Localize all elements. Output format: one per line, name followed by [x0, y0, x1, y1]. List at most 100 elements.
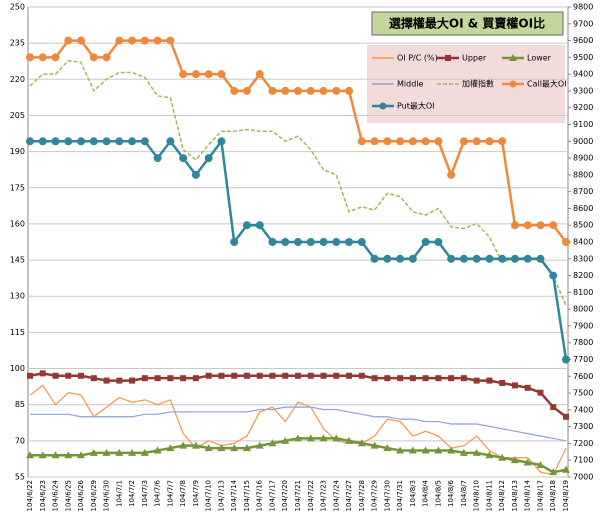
x-tick-label: 104/7/22	[307, 480, 315, 511]
data-point	[357, 439, 366, 447]
data-point	[346, 372, 353, 379]
y2-tick-label: 9400	[573, 70, 593, 79]
data-point	[64, 137, 73, 146]
data-point	[448, 375, 455, 382]
data-point	[217, 444, 226, 452]
x-tick-label: 104/8/10	[473, 480, 481, 511]
data-point	[294, 434, 302, 442]
y-tick-label: 85	[15, 400, 25, 409]
y2-tick-label: 9000	[573, 137, 593, 146]
y2-tick-label: 8000	[573, 305, 593, 314]
legend-label: 加權指數	[462, 79, 494, 89]
data-point	[281, 86, 290, 95]
y2-tick-label: 7000	[573, 473, 593, 482]
data-point	[256, 372, 263, 379]
x-tick-label: 104/7/29	[371, 480, 379, 511]
y-tick-label: 190	[10, 147, 25, 156]
data-point	[397, 375, 404, 382]
data-point	[39, 370, 46, 377]
x-tick-label: 104/7/30	[383, 480, 391, 511]
data-point	[319, 238, 328, 246]
x-tick-label: 104/7/20	[281, 480, 289, 511]
data-point	[396, 137, 405, 146]
x-tick-label: 104/7/14	[230, 479, 238, 511]
data-point	[345, 436, 354, 444]
data-point	[242, 444, 251, 452]
y-tick-label: 130	[10, 292, 25, 301]
x-tick-label: 104/6/26	[77, 479, 85, 511]
data-point	[306, 238, 315, 246]
data-point	[459, 137, 468, 146]
data-point	[498, 137, 507, 146]
data-point	[115, 137, 124, 146]
data-point	[205, 372, 212, 379]
y-tick-label: 235	[10, 39, 25, 48]
data-point	[485, 451, 494, 459]
x-tick-label: 104/7/7	[166, 480, 174, 507]
data-point	[333, 372, 340, 379]
data-point	[77, 36, 86, 45]
data-point	[319, 86, 328, 95]
data-point	[179, 70, 188, 79]
data-point	[52, 372, 59, 379]
data-point	[153, 446, 162, 454]
data-point	[383, 444, 392, 452]
data-point	[26, 53, 34, 62]
data-point	[282, 372, 289, 379]
data-point	[345, 86, 354, 95]
x-tick-label: 104/6/30	[103, 480, 111, 511]
data-point	[191, 441, 200, 449]
legend-label: Upper	[462, 54, 487, 63]
x-tick-label: 104/7/2	[128, 480, 136, 507]
data-point	[192, 375, 199, 382]
x-tick-label: 104/7/9	[192, 480, 200, 507]
data-point	[435, 375, 442, 382]
chart-title: 選擇權最大OI & 買賣權OI比	[389, 16, 545, 31]
legend-marker	[445, 55, 451, 61]
data-point	[230, 444, 239, 452]
data-point	[459, 254, 468, 263]
data-point	[537, 389, 544, 396]
data-point	[38, 137, 47, 146]
y2-tick-label: 9800	[573, 3, 593, 12]
data-point	[562, 465, 570, 473]
data-point	[421, 238, 430, 246]
x-tick-label: 104/7/23	[320, 480, 328, 511]
data-point	[536, 221, 545, 230]
data-point	[191, 170, 200, 179]
data-point	[332, 238, 341, 246]
data-point	[498, 254, 507, 263]
x-tick-label: 104/7/16	[256, 479, 264, 511]
data-point	[434, 238, 443, 246]
y2-tick-label: 8200	[573, 271, 593, 280]
data-point	[485, 254, 494, 263]
data-point	[115, 448, 124, 456]
legend-label: OI P/C (%)	[397, 54, 438, 63]
data-point	[358, 372, 365, 379]
data-point	[89, 53, 98, 62]
data-point	[129, 377, 136, 384]
data-point	[166, 36, 175, 45]
y2-tick-label: 8300	[573, 254, 593, 263]
data-point	[166, 444, 175, 452]
y-tick-label: 220	[10, 75, 25, 84]
data-point	[370, 137, 379, 146]
data-point	[421, 446, 430, 454]
data-point	[447, 446, 456, 454]
data-point	[563, 413, 569, 420]
data-point	[27, 372, 33, 379]
data-point	[472, 137, 481, 146]
data-point	[115, 36, 124, 45]
data-point	[473, 377, 480, 384]
series-line	[29, 59, 567, 307]
data-point	[64, 36, 73, 45]
data-point	[523, 458, 532, 466]
data-point	[77, 137, 86, 146]
data-point	[38, 53, 47, 62]
data-point	[510, 254, 519, 263]
data-point	[153, 154, 162, 163]
data-point	[141, 375, 148, 382]
data-point	[51, 53, 60, 62]
x-tick-label: 104/7/17	[268, 480, 276, 511]
data-point	[90, 375, 97, 382]
